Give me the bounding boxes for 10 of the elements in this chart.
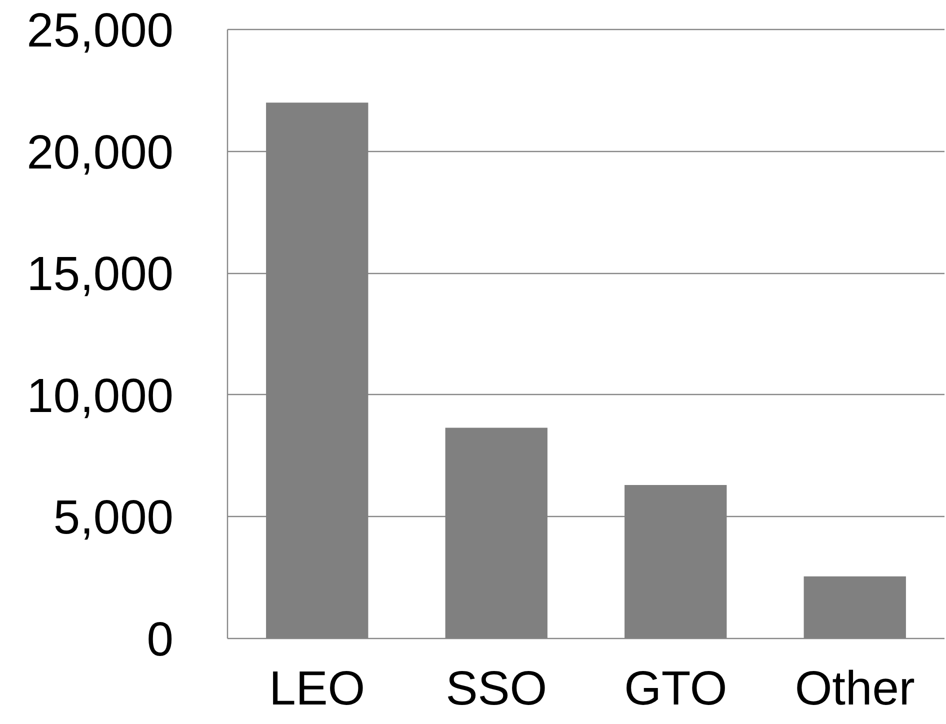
y-tick-label: 10,000 [26,370,174,423]
x-tick-label: LEO [269,662,366,716]
y-tick-label: 20,000 [26,126,174,180]
y-tick-label: 15,000 [26,248,174,302]
y-tick-label: 5,000 [53,492,174,545]
y-tick-label: 25,000 [26,4,174,58]
x-tick-label: SSO [446,662,548,716]
x-tick-label: GTO [624,662,728,716]
x-tick-label: Other [794,662,915,716]
y-tick-label: 0 [146,614,174,666]
